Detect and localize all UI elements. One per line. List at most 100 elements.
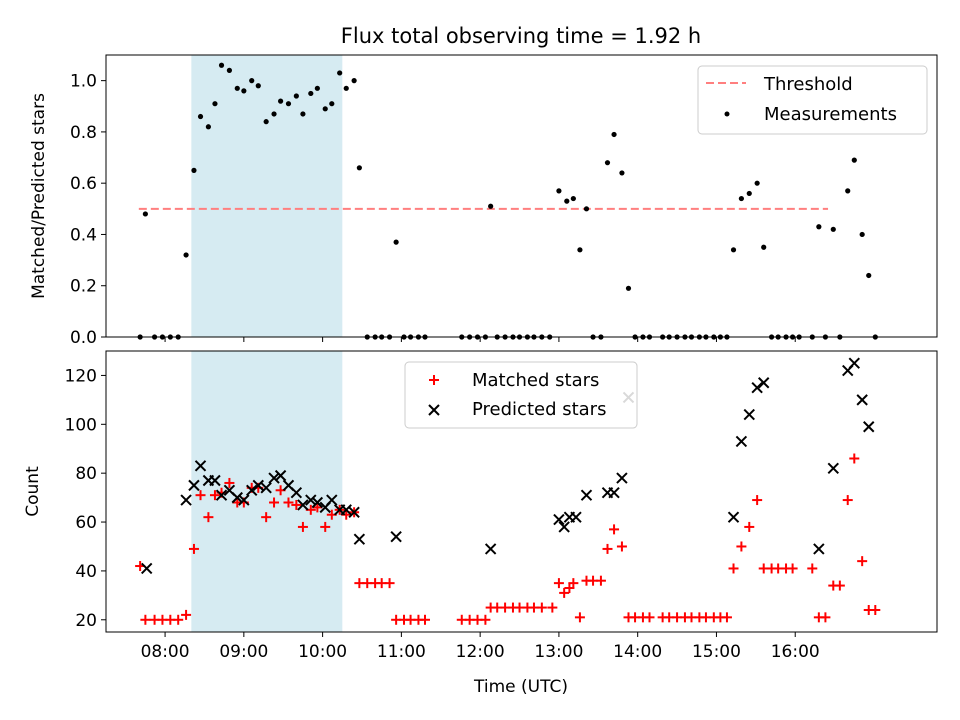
legend-x-marker: [428, 404, 440, 416]
matched-point: [553, 578, 564, 589]
matched-point: [140, 614, 151, 625]
measurement-point: [583, 206, 590, 212]
y-tick-label: 0.6: [70, 174, 97, 194]
matched-point: [291, 499, 302, 510]
measurement-point: [564, 198, 570, 204]
matched-point: [224, 477, 235, 488]
y-tick-label: 1.0: [70, 72, 97, 92]
predicted-point: [558, 521, 570, 533]
figure-title: Flux total observing time = 1.92 h: [341, 24, 701, 48]
measurement-point: [314, 85, 320, 91]
matched-point: [728, 563, 739, 574]
predicted-point: [194, 460, 207, 472]
y-tick-label: 0.8: [70, 123, 97, 143]
measurement-point: [845, 188, 851, 194]
predicted-point: [140, 562, 153, 575]
matched-point: [721, 612, 732, 623]
predicted-point: [297, 499, 309, 511]
matched-point: [181, 609, 192, 620]
y-tick-label: 100: [65, 415, 97, 435]
x-tick-label: 13:00: [534, 642, 583, 662]
predicted-point: [743, 408, 755, 421]
measurement-point: [604, 160, 611, 166]
measurement-point: [746, 190, 752, 197]
predicted-point: [252, 479, 264, 492]
predicted-point: [735, 435, 748, 448]
matched-point: [820, 612, 831, 623]
measurement-point: [263, 119, 269, 125]
measurement-point: [488, 203, 494, 209]
predicted-stars-series: [140, 357, 875, 575]
measurement-point: [611, 131, 617, 138]
measurement-point: [142, 211, 148, 217]
predicted-point: [390, 530, 402, 543]
count-axes-frame: [105, 350, 938, 633]
x-tick-label: 08:00: [141, 642, 190, 662]
measurement-point: [218, 62, 225, 68]
predicted-point: [348, 506, 360, 518]
predicted-point: [246, 484, 258, 496]
ratio-highlight-span: [191, 55, 343, 337]
predicted-point: [608, 487, 620, 499]
predicted-point: [268, 472, 280, 484]
count-x-axis-label: Time (UTC): [473, 677, 568, 697]
matched-point: [209, 490, 220, 501]
measurement-point: [738, 195, 744, 202]
measurement-point: [197, 113, 204, 120]
measurement-point: [356, 165, 362, 171]
measurement-point: [329, 101, 335, 107]
measurement-point: [556, 188, 562, 194]
matched-point: [269, 497, 280, 508]
y-tick-label: 0.4: [70, 225, 97, 245]
matched-point: [297, 521, 308, 532]
predicted-point: [231, 491, 243, 504]
matched-point: [536, 602, 547, 613]
measurement-point: [851, 157, 857, 163]
count-y-ticks: 20 40 60 80 100 120: [65, 366, 106, 631]
matched-point: [736, 541, 747, 552]
predicted-point: [580, 489, 593, 501]
legend-measurements-swatch: [724, 111, 730, 117]
matched-point: [574, 612, 585, 623]
measurement-point: [577, 247, 583, 253]
predicted-point: [553, 513, 565, 526]
measurement-point: [625, 285, 632, 291]
measurement-point: [226, 67, 233, 73]
measurement-point: [730, 247, 737, 253]
measurement-point: [322, 106, 328, 112]
count-y-axis-label: Count: [23, 466, 43, 517]
matched-point: [320, 521, 331, 532]
count-x-ticks: 08:00 09:00 10:00 11:00 12:00 13:00 14:00 15:00…: [141, 632, 820, 662]
measurement-point: [351, 78, 357, 84]
predicted-point: [215, 489, 228, 501]
matched-point: [480, 614, 491, 625]
matched-point: [595, 575, 606, 586]
predicted-point: [311, 496, 324, 509]
matched-point: [834, 580, 845, 591]
legend-measurements-label: Measurements: [764, 104, 897, 125]
matched-point: [559, 587, 570, 598]
legend-matched-label: Matched stars: [472, 370, 599, 391]
measurement-point: [619, 170, 625, 176]
matched-point: [420, 614, 431, 625]
ratio-panel: 0.0 0.2 0.4 0.6 0.8 1.0 Matched/Predicted sta…: [29, 54, 938, 348]
predicted-point: [340, 504, 352, 516]
y-tick-label: 20: [75, 611, 97, 631]
measurement-point: [570, 195, 576, 202]
predicted-point: [305, 494, 317, 506]
measurement-point: [393, 239, 399, 245]
predicted-point: [863, 421, 875, 433]
predicted-point: [209, 474, 221, 487]
predicted-point: [353, 533, 366, 545]
measurement-point: [343, 85, 349, 91]
predicted-point: [570, 511, 582, 523]
y-tick-label: 120: [65, 366, 97, 386]
measurement-point: [293, 93, 299, 99]
measurement-point: [866, 272, 872, 279]
predicted-point: [848, 357, 861, 369]
matched-point: [616, 541, 627, 552]
measurement-point: [859, 231, 865, 238]
matched-point: [787, 563, 798, 574]
matched-point: [384, 578, 395, 589]
